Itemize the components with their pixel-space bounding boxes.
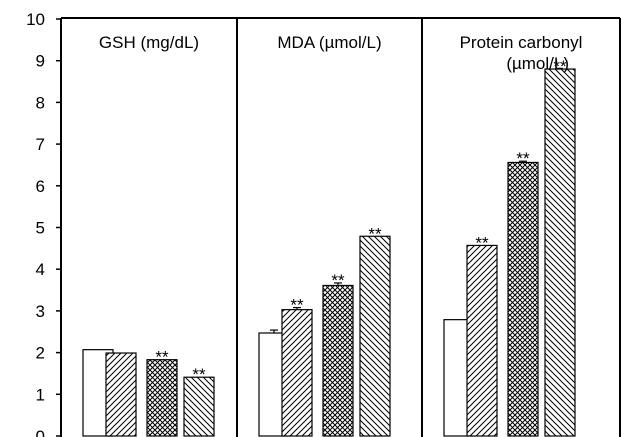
- bar: [545, 69, 575, 436]
- panel-title: MDA (µmol/L): [277, 33, 381, 52]
- y-tick-label: 8: [36, 93, 45, 112]
- y-tick-label: 7: [36, 135, 45, 154]
- significance-label: **: [192, 365, 206, 384]
- y-tick-label: 2: [36, 344, 45, 363]
- plot-area: 0 1 2 3 4 5 6 7 8 9 10 ** ** GSH (mg/dL) ** ** ** MDA (µm…: [26, 10, 620, 437]
- panel-title: GSH (mg/dL): [99, 33, 199, 52]
- bar: [106, 353, 136, 436]
- bar: [467, 245, 497, 436]
- y-tick-label: 10: [26, 10, 45, 29]
- panel-title: (µmol/L): [506, 54, 569, 73]
- significance-label: **: [516, 149, 530, 168]
- bar: [184, 377, 214, 436]
- bar: [147, 360, 177, 436]
- significance-label: **: [290, 296, 304, 315]
- panel-title: Protein carbonyl: [460, 33, 583, 52]
- bar: [508, 162, 538, 436]
- y-tick-label: 9: [36, 52, 45, 71]
- significance-label: **: [475, 233, 489, 252]
- significance-label: **: [155, 348, 169, 367]
- bar: [323, 285, 353, 436]
- bar: [360, 236, 390, 436]
- bar: [282, 310, 312, 436]
- y-tick-label: 6: [36, 177, 45, 196]
- significance-label: **: [368, 224, 382, 243]
- significance-label: **: [331, 271, 345, 290]
- y-tick-label: 5: [36, 219, 45, 238]
- y-tick-label: 4: [36, 260, 45, 279]
- y-tick-label: 0: [36, 427, 45, 437]
- y-tick-label: 1: [36, 385, 45, 404]
- y-tick-label: 3: [36, 302, 45, 321]
